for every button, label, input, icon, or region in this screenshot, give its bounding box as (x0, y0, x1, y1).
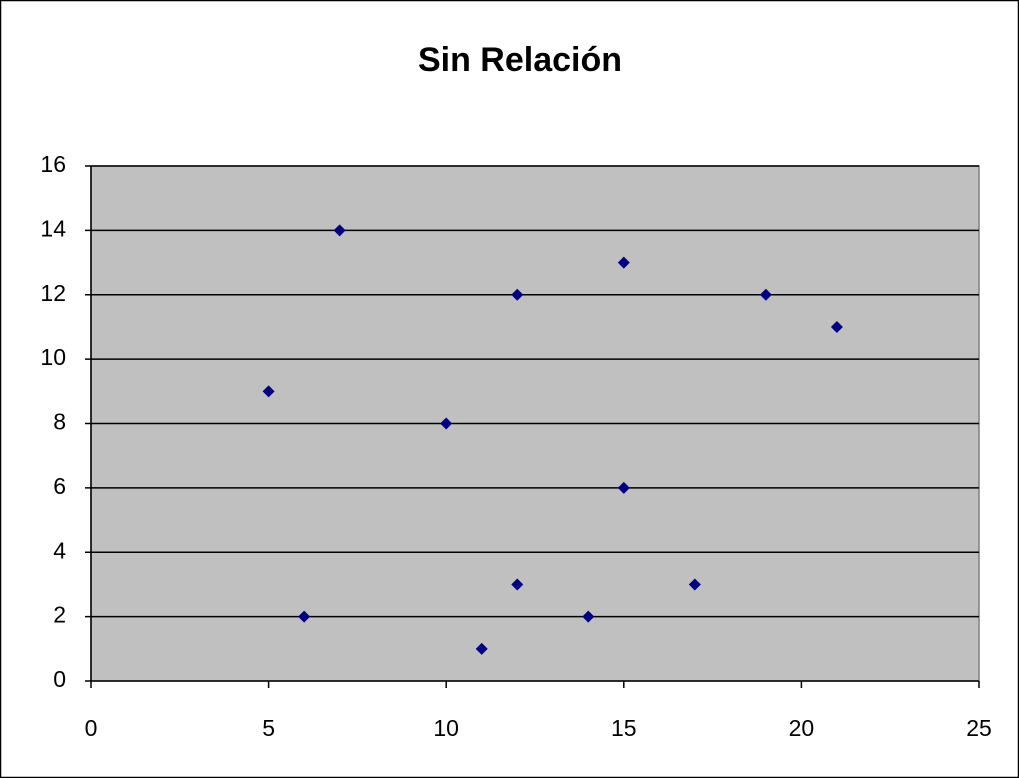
y-tick-label: 2 (53, 602, 66, 628)
y-tick-label: 10 (40, 344, 66, 370)
y-tick-label: 8 (53, 409, 66, 435)
y-tick-label: 12 (40, 280, 66, 306)
x-tick-label: 25 (966, 715, 992, 741)
point (617, 256, 630, 269)
point (262, 385, 275, 398)
point (759, 288, 772, 301)
point (333, 224, 346, 237)
point (511, 578, 524, 591)
point (440, 417, 453, 430)
point (298, 610, 311, 623)
x-tick-label: 10 (433, 715, 459, 741)
y-tick-label: 0 (53, 666, 66, 692)
y-tick-label: 4 (53, 537, 66, 563)
point (475, 642, 488, 655)
chart-title: Sin Relación (418, 41, 622, 79)
point (617, 481, 630, 494)
y-tick-label: 14 (40, 215, 66, 241)
point (511, 288, 524, 301)
x-tick-label: 0 (85, 715, 98, 741)
x-tick-label: 20 (789, 715, 815, 741)
x-tick-label: 15 (611, 715, 637, 741)
point (688, 578, 701, 591)
y-tick-label: 6 (53, 473, 66, 499)
x-tick-label: 5 (262, 715, 275, 741)
y-tick-label: 16 (40, 151, 66, 177)
point (582, 610, 595, 623)
point (830, 320, 843, 333)
